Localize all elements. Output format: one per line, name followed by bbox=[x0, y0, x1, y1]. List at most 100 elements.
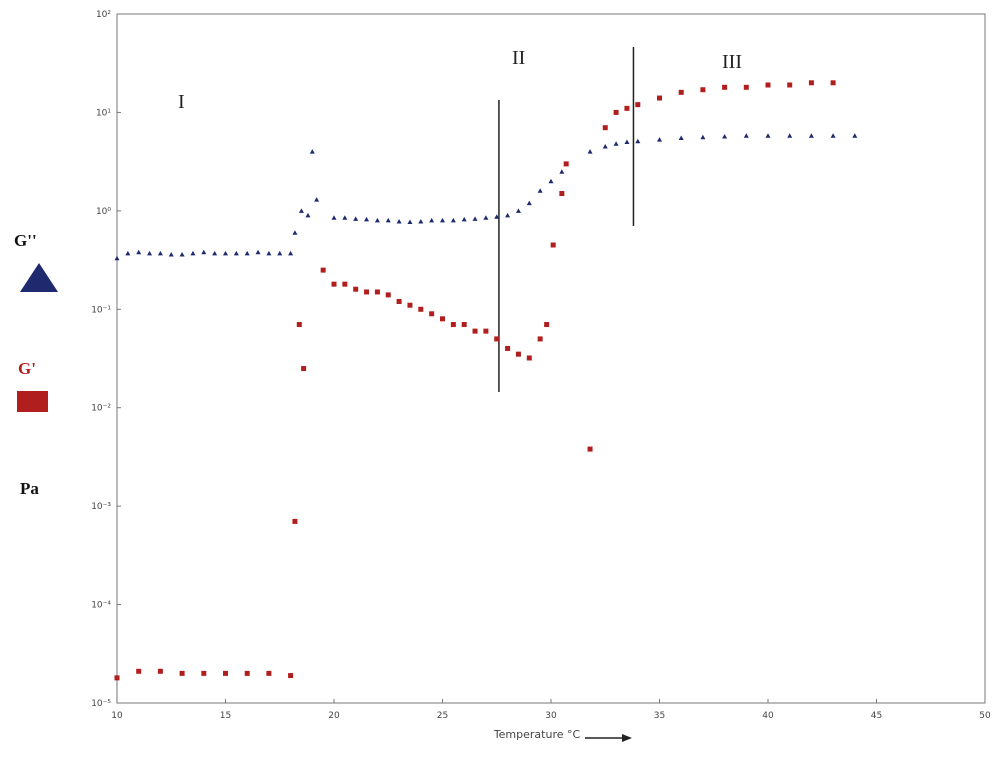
point bbox=[212, 250, 218, 256]
point bbox=[418, 306, 424, 312]
point bbox=[700, 87, 706, 93]
point bbox=[157, 668, 163, 674]
point bbox=[678, 135, 684, 140]
point bbox=[429, 311, 435, 317]
point bbox=[288, 250, 294, 256]
point bbox=[233, 250, 239, 256]
point bbox=[255, 249, 261, 255]
point bbox=[515, 208, 521, 213]
point bbox=[602, 144, 608, 149]
point bbox=[168, 252, 174, 257]
point bbox=[418, 218, 424, 224]
y-tick-label: 10⁻¹ bbox=[91, 305, 111, 315]
point bbox=[320, 267, 326, 273]
x-tick-label: 25 bbox=[437, 711, 448, 721]
point bbox=[201, 249, 207, 255]
point bbox=[722, 133, 728, 139]
point bbox=[537, 188, 543, 193]
point bbox=[678, 89, 684, 95]
point bbox=[461, 216, 467, 222]
point bbox=[331, 281, 337, 287]
point bbox=[787, 133, 793, 138]
point bbox=[157, 250, 163, 256]
legend-label: G'' bbox=[14, 231, 37, 250]
point bbox=[353, 286, 359, 292]
region-label: III bbox=[722, 51, 742, 73]
point bbox=[440, 316, 445, 322]
y-tick-label: 10⁻² bbox=[91, 404, 111, 414]
point bbox=[722, 84, 728, 90]
point bbox=[385, 292, 391, 298]
point bbox=[353, 216, 359, 221]
point bbox=[277, 250, 283, 256]
point bbox=[505, 345, 511, 351]
point bbox=[587, 149, 593, 154]
point bbox=[305, 212, 311, 218]
point bbox=[743, 133, 749, 138]
point bbox=[125, 250, 131, 256]
point bbox=[298, 208, 304, 213]
point bbox=[635, 138, 641, 144]
point bbox=[374, 289, 380, 295]
point bbox=[223, 670, 228, 676]
point bbox=[808, 133, 814, 138]
point bbox=[407, 302, 413, 308]
x-tick-label: 40 bbox=[762, 711, 774, 721]
point bbox=[657, 137, 662, 142]
point bbox=[808, 80, 814, 86]
point bbox=[624, 139, 630, 145]
point bbox=[147, 250, 153, 256]
y-tick-label: 10¹ bbox=[96, 108, 111, 118]
axis-arrow-head bbox=[622, 734, 632, 742]
x-axis-label: Temperature °C bbox=[493, 728, 581, 741]
point bbox=[494, 336, 500, 342]
point bbox=[364, 216, 370, 222]
legend-marker bbox=[17, 391, 48, 412]
point bbox=[190, 250, 196, 256]
point bbox=[472, 328, 478, 334]
point bbox=[515, 351, 521, 357]
point bbox=[301, 366, 307, 372]
y-axis-label: Pa bbox=[20, 479, 39, 498]
point bbox=[852, 133, 858, 138]
y-tick-label: 10⁻³ bbox=[91, 502, 111, 512]
point bbox=[635, 102, 641, 108]
x-tick-label: 35 bbox=[654, 711, 665, 721]
point bbox=[396, 298, 402, 304]
point bbox=[494, 214, 500, 219]
point bbox=[624, 105, 630, 111]
point bbox=[559, 191, 565, 197]
point bbox=[244, 670, 250, 676]
x-tick-label: 30 bbox=[545, 711, 557, 721]
point bbox=[407, 219, 413, 225]
point bbox=[587, 446, 593, 452]
point bbox=[244, 250, 250, 256]
point bbox=[505, 212, 511, 218]
point bbox=[296, 322, 302, 328]
point bbox=[700, 134, 706, 140]
y-tick-label: 10⁻⁴ bbox=[91, 601, 111, 611]
region-label: I bbox=[178, 91, 185, 113]
point bbox=[179, 252, 185, 257]
point bbox=[314, 197, 320, 202]
point bbox=[429, 217, 435, 223]
point bbox=[450, 217, 456, 223]
point bbox=[483, 328, 489, 334]
point bbox=[563, 161, 569, 167]
x-tick-label: 50 bbox=[979, 711, 991, 721]
point bbox=[374, 217, 380, 223]
point bbox=[266, 670, 272, 676]
y-tick-label: 10⁻⁵ bbox=[91, 699, 111, 709]
x-tick-label: 45 bbox=[871, 711, 882, 721]
point bbox=[136, 668, 142, 674]
point bbox=[787, 82, 793, 88]
point bbox=[331, 215, 337, 220]
point bbox=[114, 675, 120, 681]
point bbox=[526, 355, 532, 361]
legend-label: G' bbox=[18, 359, 36, 378]
point bbox=[179, 670, 185, 676]
point bbox=[544, 322, 550, 328]
point bbox=[292, 230, 298, 235]
point bbox=[830, 80, 836, 86]
